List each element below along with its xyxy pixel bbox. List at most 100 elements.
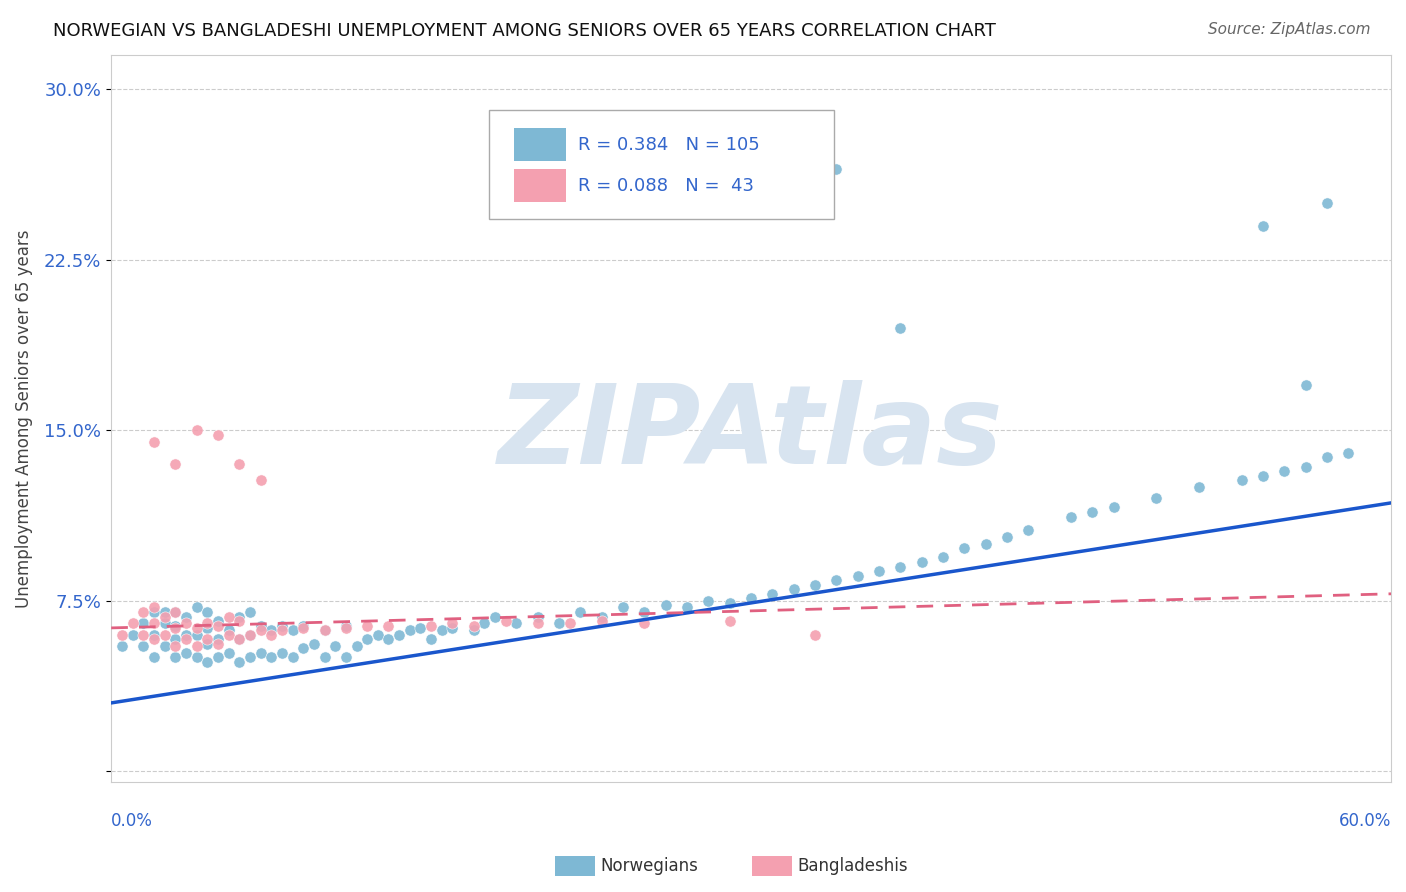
Point — [292, 621, 315, 635]
Point — [718, 614, 741, 628]
Point — [153, 609, 176, 624]
Text: 60.0%: 60.0% — [1339, 812, 1391, 830]
Point — [953, 541, 976, 556]
Point — [132, 605, 155, 619]
Point — [142, 632, 165, 647]
Point — [1230, 473, 1253, 487]
Point — [228, 655, 250, 669]
Point — [228, 632, 250, 647]
Point — [207, 427, 229, 442]
Point — [249, 623, 271, 637]
Point — [186, 423, 208, 437]
Point — [804, 578, 827, 592]
Point — [239, 628, 262, 642]
Point — [356, 618, 378, 632]
Point — [889, 559, 911, 574]
Point — [165, 650, 187, 665]
Point — [740, 591, 762, 606]
Point — [495, 614, 517, 628]
Point — [195, 632, 218, 647]
Point — [314, 623, 336, 637]
Point — [218, 623, 240, 637]
Point — [121, 628, 143, 642]
Point — [335, 621, 357, 635]
Point — [207, 614, 229, 628]
Point — [911, 555, 934, 569]
Point — [165, 605, 187, 619]
Point — [655, 598, 678, 612]
Point — [174, 646, 197, 660]
Text: 0.0%: 0.0% — [111, 812, 153, 830]
Point — [868, 564, 890, 578]
Text: Norwegians: Norwegians — [600, 857, 699, 875]
Point — [239, 628, 262, 642]
Point — [314, 650, 336, 665]
Point — [153, 628, 176, 642]
Point — [1316, 195, 1339, 210]
Point — [174, 609, 197, 624]
FancyBboxPatch shape — [515, 128, 565, 161]
Point — [548, 616, 571, 631]
Text: Source: ZipAtlas.com: Source: ZipAtlas.com — [1208, 22, 1371, 37]
Point — [356, 632, 378, 647]
Point — [974, 537, 997, 551]
Point — [1017, 523, 1039, 537]
Point — [132, 628, 155, 642]
Point — [228, 609, 250, 624]
Point — [932, 550, 955, 565]
Point — [260, 628, 283, 642]
FancyBboxPatch shape — [515, 169, 565, 202]
Point — [165, 621, 187, 635]
Point — [142, 650, 165, 665]
Point — [783, 582, 806, 597]
Point — [804, 628, 827, 642]
Point — [228, 457, 250, 471]
Point — [165, 632, 187, 647]
Point — [142, 600, 165, 615]
Point — [153, 605, 176, 619]
Point — [249, 646, 271, 660]
Point — [249, 473, 271, 487]
Point — [995, 530, 1018, 544]
Point — [111, 628, 134, 642]
Point — [174, 632, 197, 647]
Point — [1081, 505, 1104, 519]
Point — [1251, 219, 1274, 233]
Point — [249, 618, 271, 632]
Point — [718, 596, 741, 610]
Text: NORWEGIAN VS BANGLADESHI UNEMPLOYMENT AMONG SENIORS OVER 65 YEARS CORRELATION CH: NORWEGIAN VS BANGLADESHI UNEMPLOYMENT AM… — [53, 22, 997, 40]
Point — [260, 623, 283, 637]
Point — [207, 618, 229, 632]
Point — [111, 639, 134, 653]
Point — [207, 637, 229, 651]
Point — [633, 605, 655, 619]
Point — [825, 161, 848, 176]
Point — [633, 616, 655, 631]
Point — [142, 605, 165, 619]
Point — [218, 609, 240, 624]
Point — [195, 616, 218, 631]
Point — [153, 616, 176, 631]
Point — [1295, 377, 1317, 392]
Point — [463, 623, 485, 637]
Point — [377, 632, 399, 647]
Y-axis label: Unemployment Among Seniors over 65 years: Unemployment Among Seniors over 65 years — [15, 229, 32, 608]
Point — [527, 609, 550, 624]
Point — [676, 600, 699, 615]
Point — [165, 457, 187, 471]
Point — [463, 618, 485, 632]
Point — [889, 321, 911, 335]
Point — [569, 605, 592, 619]
Point — [239, 650, 262, 665]
Point — [367, 628, 389, 642]
Point — [153, 639, 176, 653]
Point — [1295, 459, 1317, 474]
Text: ZIPAtlas: ZIPAtlas — [498, 380, 1004, 487]
Point — [420, 618, 443, 632]
Point — [186, 628, 208, 642]
Point — [335, 650, 357, 665]
Point — [270, 623, 292, 637]
Point — [398, 623, 420, 637]
Point — [292, 641, 315, 656]
Point — [697, 593, 720, 607]
